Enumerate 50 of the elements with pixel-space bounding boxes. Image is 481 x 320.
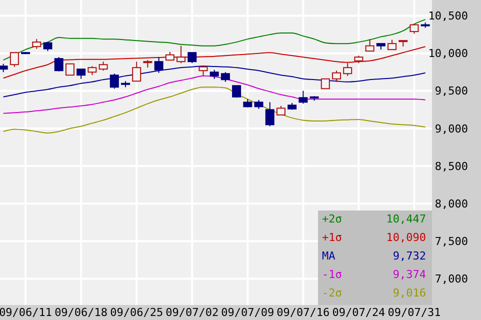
x-tick-label: 09/06/11 <box>0 306 52 319</box>
text: -1σ <box>322 268 342 281</box>
candlestick <box>76 68 86 80</box>
line-series <box>2 46 426 79</box>
candlestick <box>198 66 208 76</box>
candlestick <box>65 63 74 76</box>
annotation: 9,016 <box>392 286 426 300</box>
y-tick-label: 9,500 <box>434 84 468 98</box>
x-tick-label: 09/07/16 <box>276 306 330 319</box>
x-tick-label: 09/07/31 <box>388 306 441 319</box>
candlestick <box>98 61 108 72</box>
candlestick <box>32 38 42 50</box>
y-tick-label: 10,000 <box>428 47 468 60</box>
y-tick-label: 7,000 <box>434 272 468 286</box>
candlestick <box>332 70 341 82</box>
candlestick <box>343 62 352 76</box>
candlestick <box>88 66 97 76</box>
annotation: 10,090 <box>386 231 426 244</box>
candlestick <box>220 72 230 82</box>
line-series <box>2 86 426 134</box>
x-tick-label: 09/07/24 <box>332 306 386 319</box>
y-tick-label: 7,500 <box>434 234 468 248</box>
candlestick <box>188 52 197 64</box>
candlestick <box>265 102 274 127</box>
x-tick-label: 09/07/02 <box>166 306 219 319</box>
text: +2σ <box>322 212 342 226</box>
y-tick-label: 10,500 <box>428 10 468 23</box>
candlestick <box>110 73 119 90</box>
y-tick-label: 8,000 <box>434 197 468 210</box>
candlestick <box>54 56 64 72</box>
annotation: 9,374 <box>392 268 426 281</box>
candlestick <box>388 39 397 50</box>
candlestick <box>210 69 219 80</box>
candlestick <box>232 85 242 98</box>
candlestick <box>298 90 308 104</box>
x-tick-label: 09/06/25 <box>110 306 164 319</box>
text: MA <box>322 250 336 262</box>
line-series <box>2 19 426 61</box>
x-tick-label: 09/07/09 <box>221 306 274 319</box>
x-tick-label: 09/06/18 <box>54 306 108 319</box>
candlestick <box>154 56 164 74</box>
candlestick <box>43 42 52 52</box>
text: -2σ <box>322 286 342 300</box>
annotation: 9,732 <box>392 250 426 262</box>
y-tick-label: 8,500 <box>434 160 468 173</box>
text: +1σ <box>322 231 342 244</box>
candlestick <box>254 99 264 110</box>
annotation: 10,447 <box>386 212 426 226</box>
y-tick-label: 9,000 <box>434 122 468 136</box>
candlestick <box>276 105 286 116</box>
